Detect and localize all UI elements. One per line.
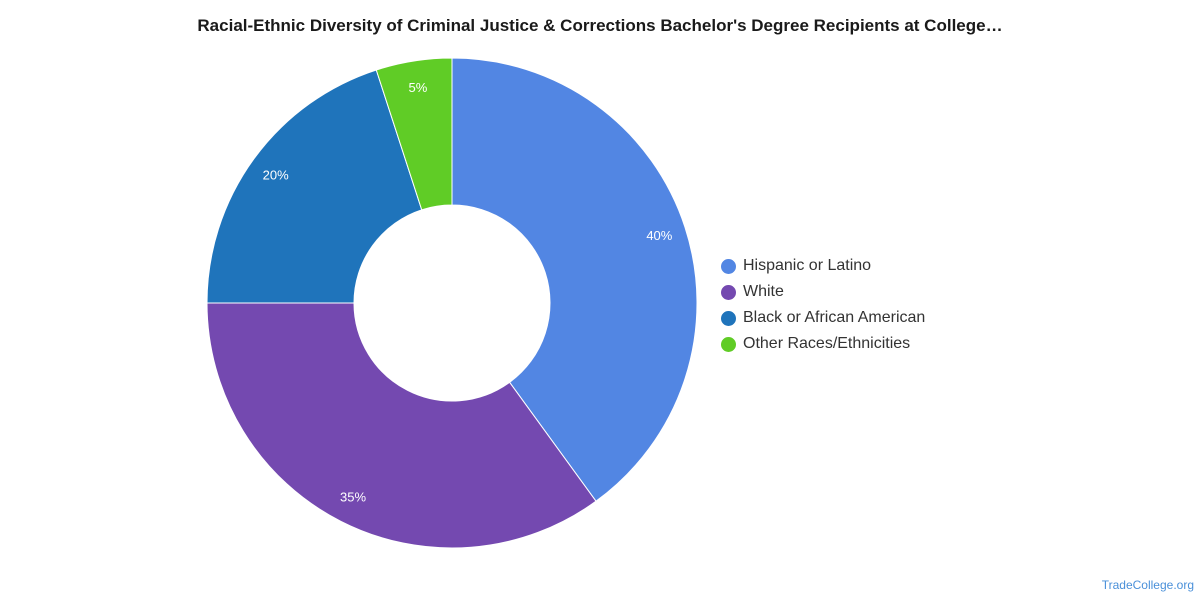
legend-item[interactable]: Black or African American (721, 305, 925, 331)
legend-item[interactable]: White (721, 279, 925, 305)
slice-white[interactable] (206, 302, 597, 549)
legend-label: Other Races/Ethnicities (743, 335, 911, 352)
legend-item[interactable]: Hispanic or Latino (721, 253, 925, 279)
legend-swatch (721, 284, 736, 300)
legend-item[interactable]: Other Races/Ethnicities (721, 331, 925, 357)
legend: Hispanic or Latino White Black or African … (721, 253, 925, 357)
slice-hispanic-or-latino[interactable] (451, 57, 698, 502)
legend-swatch (721, 258, 736, 274)
legend-label: White (743, 283, 784, 300)
legend-label: Hispanic or Latino (743, 257, 872, 274)
data-label: 5% (408, 80, 427, 95)
slice-black-or-african-american[interactable] (206, 69, 423, 304)
chart-title: Racial-Ethnic Diversity of Criminal Just… (197, 16, 1003, 35)
legend-label: Black or African American (743, 309, 926, 326)
data-label: 35% (340, 490, 366, 505)
data-label: 40% (646, 228, 672, 243)
source-credit[interactable]: TradeCollege.org (1101, 578, 1194, 592)
data-label: 20% (263, 167, 289, 182)
slice-other-races-ethnicities[interactable] (375, 57, 453, 211)
legend-swatch (721, 310, 736, 326)
legend-swatch (721, 336, 736, 352)
